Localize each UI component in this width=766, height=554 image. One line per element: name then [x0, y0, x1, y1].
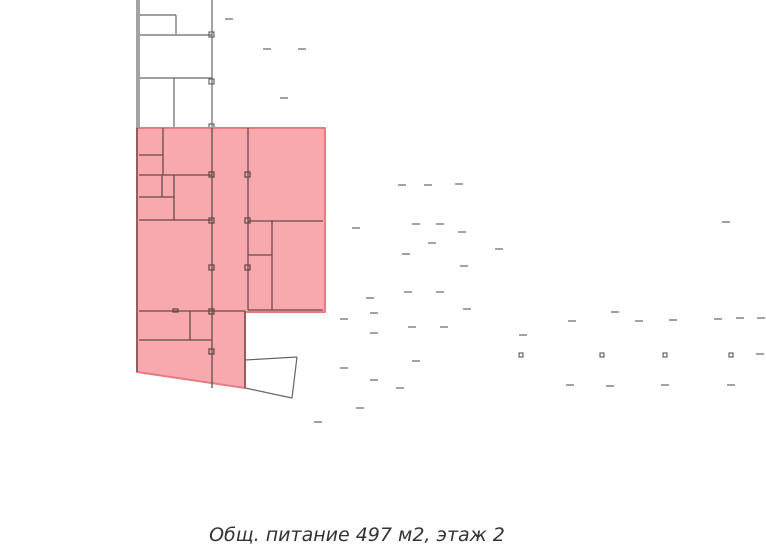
column-square: [208, 348, 215, 355]
column-square: [208, 171, 215, 178]
caption-text: Общ. питание 497 м2, этаж 2: [209, 524, 505, 546]
wall-line: [244, 387, 293, 399]
marker-square: [662, 352, 668, 358]
wall-line: [291, 356, 298, 399]
column-square: [244, 264, 251, 271]
highlighted-area-shape[interactable]: [136, 127, 326, 390]
dimension-marks: [225, 18, 765, 423]
column-square: [208, 31, 215, 38]
marker-square: [728, 352, 734, 358]
column-square: [208, 308, 215, 315]
column-square: [244, 171, 251, 178]
column-square: [208, 217, 215, 224]
highlighted-area-walls: [136, 128, 323, 388]
wall-line: [244, 356, 298, 361]
unhighlighted-rooms: [136, 0, 298, 399]
marker-square: [599, 352, 605, 358]
marker-square: [518, 352, 524, 358]
highlighted-area-food-service[interactable]: [136, 127, 326, 390]
column-square: [208, 78, 215, 85]
column-square: [244, 217, 251, 224]
column-square: [208, 264, 215, 271]
floor-plan: [136, 0, 765, 423]
plan-caption: Общ. питание 497 м2, этаж 2: [0, 524, 766, 546]
column-square: [172, 308, 179, 313]
